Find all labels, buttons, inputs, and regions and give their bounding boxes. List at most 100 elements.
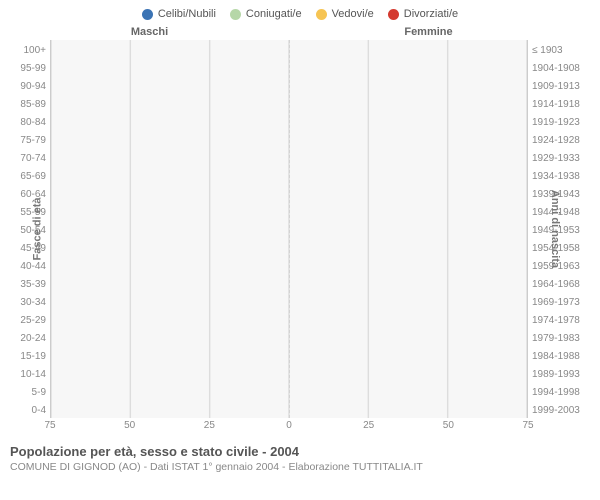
year-tick: 1999-2003 xyxy=(528,402,590,420)
legend-label: Coniugati/e xyxy=(246,8,302,20)
age-tick: 80-84 xyxy=(10,114,50,132)
x-tick: 0 xyxy=(286,420,292,431)
pyramid-row xyxy=(51,240,289,258)
population-pyramid-chart: Celibi/Nubili Coniugati/e Vedovi/e Divorzia… xyxy=(0,0,600,500)
pyramid-row xyxy=(51,330,289,348)
legend-swatch xyxy=(388,9,399,20)
age-tick: 5-9 xyxy=(10,384,50,402)
pyramid-row xyxy=(51,132,289,150)
legend-label: Vedovi/e xyxy=(332,8,374,20)
pyramid-row xyxy=(289,42,527,60)
age-tick: 0-4 xyxy=(10,402,50,420)
year-tick: 1914-1918 xyxy=(528,96,590,114)
header-male: Maschi xyxy=(50,26,289,38)
age-tick: 30-34 xyxy=(10,294,50,312)
header-female: Femmine xyxy=(289,26,528,38)
legend-item: Celibi/Nubili xyxy=(142,8,216,20)
year-tick: 1964-1968 xyxy=(528,276,590,294)
pyramid-row xyxy=(51,60,289,78)
x-tick: 25 xyxy=(204,420,215,431)
pyramid-row xyxy=(289,186,527,204)
pyramid-row xyxy=(289,204,527,222)
age-tick: 15-19 xyxy=(10,348,50,366)
year-tick: 1934-1938 xyxy=(528,168,590,186)
pyramid-row xyxy=(51,312,289,330)
pyramid-row xyxy=(51,42,289,60)
age-tick: 85-89 xyxy=(10,96,50,114)
age-tick: 45-49 xyxy=(10,240,50,258)
male-side xyxy=(51,40,289,418)
pyramid-row xyxy=(51,294,289,312)
age-tick: 50-54 xyxy=(10,222,50,240)
year-tick: 1929-1933 xyxy=(528,150,590,168)
legend-swatch xyxy=(142,9,153,20)
year-tick: 1909-1913 xyxy=(528,78,590,96)
pyramid-row xyxy=(51,186,289,204)
age-tick: 55-59 xyxy=(10,204,50,222)
x-tick: 75 xyxy=(522,420,533,431)
age-tick: 70-74 xyxy=(10,150,50,168)
x-tick: 75 xyxy=(44,420,55,431)
age-axis: 100+95-9990-9485-8980-8475-7970-7465-696… xyxy=(10,40,50,418)
pyramid-row xyxy=(289,240,527,258)
pyramid-row xyxy=(51,348,289,366)
pyramid-row xyxy=(289,60,527,78)
year-tick: 1904-1908 xyxy=(528,60,590,78)
x-tick: 50 xyxy=(124,420,135,431)
pyramid-row xyxy=(289,222,527,240)
y-axis-label-right: Anni di nascita xyxy=(549,190,561,268)
plot-area: Fasce di età Anni di nascita 100+95-9990… xyxy=(10,40,590,418)
legend-label: Celibi/Nubili xyxy=(158,8,216,20)
age-tick: 60-64 xyxy=(10,186,50,204)
pyramid-row xyxy=(289,150,527,168)
year-tick: 1984-1988 xyxy=(528,348,590,366)
pyramid-row xyxy=(289,114,527,132)
x-tick: 50 xyxy=(443,420,454,431)
chart-subtitle: COMUNE DI GIGNOD (AO) - Dati ISTAT 1° ge… xyxy=(10,461,590,473)
chart-title: Popolazione per età, sesso e stato civil… xyxy=(10,444,590,459)
age-tick: 20-24 xyxy=(10,330,50,348)
pyramid-row xyxy=(289,78,527,96)
x-axis-ticks: 7550250255075 xyxy=(50,420,528,434)
age-tick: 65-69 xyxy=(10,168,50,186)
pyramid-row xyxy=(289,312,527,330)
pyramid-row xyxy=(51,276,289,294)
pyramid-row xyxy=(289,330,527,348)
pyramid-row xyxy=(289,96,527,114)
pyramid-row xyxy=(51,114,289,132)
legend-label: Divorziati/e xyxy=(404,8,458,20)
age-tick: 40-44 xyxy=(10,258,50,276)
pyramid-row xyxy=(51,168,289,186)
pyramid-row xyxy=(289,132,527,150)
age-tick: 95-99 xyxy=(10,60,50,78)
age-tick: 35-39 xyxy=(10,276,50,294)
pyramid-row xyxy=(289,294,527,312)
pyramid-row xyxy=(289,276,527,294)
side-headers: Maschi Femmine xyxy=(10,26,590,38)
x-tick: 25 xyxy=(363,420,374,431)
year-tick: ≤ 1903 xyxy=(528,42,590,60)
pyramid-row xyxy=(289,168,527,186)
female-side xyxy=(289,40,527,418)
legend: Celibi/Nubili Coniugati/e Vedovi/e Divorzia… xyxy=(10,8,590,20)
age-tick: 90-94 xyxy=(10,78,50,96)
legend-swatch xyxy=(316,9,327,20)
pyramid-row xyxy=(289,366,527,384)
legend-swatch xyxy=(230,9,241,20)
year-tick: 1919-1923 xyxy=(528,114,590,132)
x-axis: 75 50 25 0 25 50 75 xyxy=(10,420,590,434)
pyramid-row xyxy=(51,402,289,420)
pyramid-row xyxy=(51,204,289,222)
pyramid-row xyxy=(289,384,527,402)
pyramid-row xyxy=(51,150,289,168)
year-tick: 1994-1998 xyxy=(528,384,590,402)
age-tick: 100+ xyxy=(10,42,50,60)
year-tick: 1979-1983 xyxy=(528,330,590,348)
pyramid-row xyxy=(51,366,289,384)
age-tick: 75-79 xyxy=(10,132,50,150)
year-tick: 1969-1973 xyxy=(528,294,590,312)
pyramid-row xyxy=(51,78,289,96)
age-tick: 25-29 xyxy=(10,312,50,330)
year-tick: 1974-1978 xyxy=(528,312,590,330)
chart-footer: Popolazione per età, sesso e stato civil… xyxy=(10,444,590,473)
